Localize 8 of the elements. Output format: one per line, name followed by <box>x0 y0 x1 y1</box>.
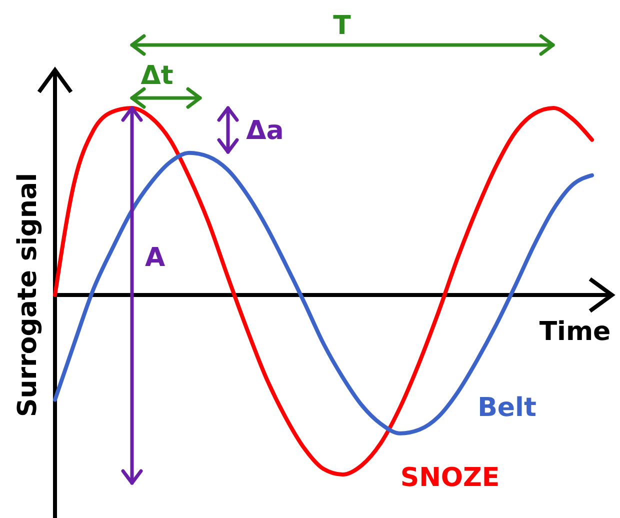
text: T <box>333 11 352 41</box>
annotation: A <box>144 243 166 273</box>
x-axis-title: Time <box>539 317 611 347</box>
annotation: Δa <box>246 116 284 146</box>
y-axis-title: Surrogate signal <box>13 173 43 417</box>
text: Δt <box>140 61 174 91</box>
series-label: Belt <box>478 393 536 423</box>
series-label: SNOZE <box>400 463 500 493</box>
